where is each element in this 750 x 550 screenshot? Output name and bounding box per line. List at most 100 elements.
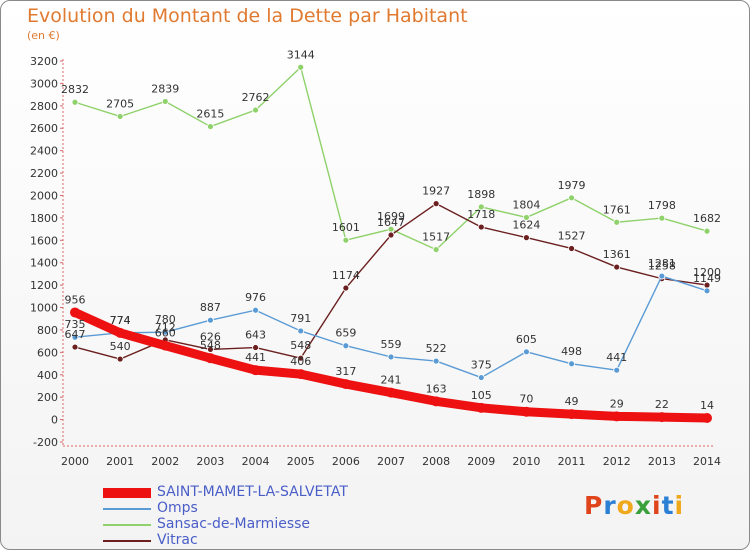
y-tick-labels: -200 0 200 400 600 800 1000 1200 1400 1600 1800 200… xyxy=(30,55,63,449)
logo-letter: r xyxy=(603,491,617,520)
data-point xyxy=(207,346,214,353)
data-label: 441 xyxy=(245,351,266,364)
data-label: 163 xyxy=(426,382,447,395)
x-tick-label: 2014 xyxy=(693,455,721,468)
x-tick-label: 2005 xyxy=(287,455,315,468)
data-label: 712 xyxy=(155,321,176,334)
x-tick-label: 2002 xyxy=(151,455,179,468)
data-point xyxy=(658,214,666,222)
data-label: 774 xyxy=(110,314,131,327)
y-tick-label: 2800 xyxy=(30,100,58,113)
data-point xyxy=(611,411,622,422)
x-tick-label: 2011 xyxy=(558,455,586,468)
data-point xyxy=(702,413,712,424)
data-point xyxy=(703,227,711,235)
data-point xyxy=(295,369,306,380)
data-label: 29 xyxy=(610,397,624,410)
data-label: 1174 xyxy=(332,269,360,282)
y-tick-label: 1800 xyxy=(30,212,58,225)
data-label: 2839 xyxy=(151,82,179,95)
data-point xyxy=(71,343,79,351)
data-label: 1804 xyxy=(512,198,540,211)
data-label: 1624 xyxy=(512,219,540,232)
y-tick-label: 1400 xyxy=(30,257,58,270)
data-point xyxy=(252,344,259,351)
data-label: 522 xyxy=(426,342,447,355)
data-label: 498 xyxy=(561,345,582,358)
y-tick-label: 400 xyxy=(37,369,58,382)
data-label: 105 xyxy=(471,389,492,402)
data-point xyxy=(116,113,124,120)
data-point xyxy=(387,353,395,361)
x-tick-label: 2003 xyxy=(196,455,224,468)
data-point xyxy=(342,342,350,350)
data-label: 2615 xyxy=(196,108,224,121)
data-label: 1200 xyxy=(693,266,721,279)
x-tick-label: 2006 xyxy=(332,455,360,468)
data-label: 774 xyxy=(110,314,131,327)
data-label: 1979 xyxy=(558,179,586,192)
data-label: 660 xyxy=(155,327,176,340)
data-label: 548 xyxy=(290,339,311,352)
data-point xyxy=(477,374,485,381)
data-label: 1601 xyxy=(332,221,360,234)
y-tick-label: 600 xyxy=(37,346,58,359)
data-point xyxy=(340,379,351,390)
data-point xyxy=(207,316,214,324)
y-tick-label: 2200 xyxy=(30,167,58,180)
data-point xyxy=(207,123,214,130)
data-label: 1898 xyxy=(467,188,495,201)
data-label: 406 xyxy=(290,355,311,368)
data-label: 956 xyxy=(65,293,86,306)
data-point xyxy=(161,328,169,336)
data-point xyxy=(523,234,530,242)
data-point xyxy=(342,236,350,244)
data-point xyxy=(477,223,485,231)
y-tick-label: 2600 xyxy=(30,122,58,135)
data-point xyxy=(658,272,666,280)
logo-letter: i xyxy=(652,491,662,520)
data-point xyxy=(386,387,396,398)
data-label: 647 xyxy=(65,328,86,341)
data-label: 1258 xyxy=(648,260,676,273)
data-label: 791 xyxy=(290,312,311,325)
data-point xyxy=(432,246,440,253)
data-label: 559 xyxy=(381,338,402,351)
data-label: 1647 xyxy=(377,216,405,229)
data-label: 22 xyxy=(655,398,669,411)
data-label: 441 xyxy=(606,351,627,364)
data-label: 1517 xyxy=(422,231,450,244)
data-point xyxy=(431,396,442,407)
y-tick-label: -200 xyxy=(33,436,58,449)
y-tick-label: 3200 xyxy=(30,55,58,68)
data-label: 626 xyxy=(200,330,221,343)
y-tick-label: 1600 xyxy=(30,234,58,247)
y-tick-label: 2000 xyxy=(30,189,58,202)
data-point xyxy=(342,284,350,292)
x-tick-label: 2009 xyxy=(467,455,495,468)
legend-swatch xyxy=(103,540,151,542)
x-tick-label: 2013 xyxy=(648,455,676,468)
y-tick-label: 200 xyxy=(37,391,58,404)
data-label: 1527 xyxy=(558,229,586,242)
data-point xyxy=(205,353,216,364)
data-label: 1718 xyxy=(467,208,495,221)
data-point xyxy=(432,200,440,208)
data-label: 1149 xyxy=(693,272,721,285)
legend-label: Omps xyxy=(157,500,198,516)
axes xyxy=(62,59,713,447)
data-label: 375 xyxy=(471,359,492,372)
data-label: 1798 xyxy=(648,199,676,212)
data-point xyxy=(250,365,261,376)
data-point xyxy=(613,263,621,271)
data-point xyxy=(568,245,575,252)
data-label: 241 xyxy=(381,374,402,387)
data-point xyxy=(115,327,126,338)
data-label: 1699 xyxy=(377,210,405,223)
y-tick-label: 800 xyxy=(37,324,58,337)
data-label: 70 xyxy=(519,393,533,406)
data-label: 659 xyxy=(335,327,356,340)
data-point xyxy=(71,333,79,341)
data-label: 1682 xyxy=(693,212,721,225)
data-label: 1761 xyxy=(603,203,631,216)
